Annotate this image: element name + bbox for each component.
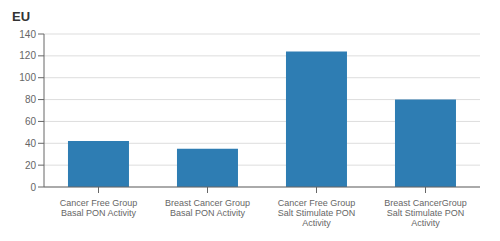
svg-text:60: 60: [25, 116, 37, 127]
svg-text:Breast Cancer GroupBasal PON A: Breast Cancer GroupBasal PON Activity: [165, 198, 250, 218]
svg-text:Cancer Free GroupSalt Stimulat: Cancer Free GroupSalt Stimulate PONActiv…: [278, 198, 356, 228]
svg-text:0: 0: [30, 182, 36, 193]
svg-text:140: 140: [19, 29, 36, 40]
svg-text:120: 120: [19, 50, 36, 61]
svg-text:Breast CancerGroupSalt Stimula: Breast CancerGroupSalt Stimulate PONActi…: [384, 198, 467, 228]
svg-text:80: 80: [25, 94, 37, 105]
svg-text:20: 20: [25, 160, 37, 171]
html-text:EU: EU: [12, 9, 31, 24]
svg-text:Cancer Free GroupBasal PON Act: Cancer Free GroupBasal PON Activity: [60, 198, 138, 218]
svg-text:100: 100: [19, 72, 36, 83]
svg-text:40: 40: [25, 138, 37, 149]
